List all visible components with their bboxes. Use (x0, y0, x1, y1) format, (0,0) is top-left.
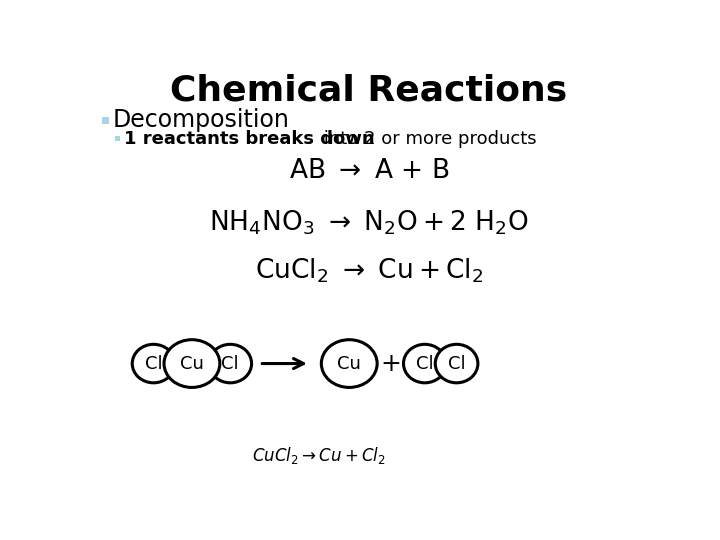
Text: Cl: Cl (448, 355, 465, 373)
Text: Cl: Cl (222, 355, 239, 373)
Text: $CuCl_2 \rightarrow Cu + Cl_2$: $CuCl_2 \rightarrow Cu + Cl_2$ (252, 445, 385, 465)
Text: Cu: Cu (337, 355, 361, 373)
FancyBboxPatch shape (102, 117, 109, 124)
Text: $\mathrm{NH_4NO_3}$ $\rightarrow$ $\mathrm{N_2O + 2\ H_2O}$: $\mathrm{NH_4NO_3}$ $\rightarrow$ $\math… (210, 208, 528, 237)
Text: 1 reactants breaks down: 1 reactants breaks down (124, 130, 374, 148)
Ellipse shape (164, 340, 220, 387)
Ellipse shape (436, 345, 478, 383)
Text: $\mathrm{CuCl_2}$ $\rightarrow$ $\mathrm{Cu + Cl_2}$: $\mathrm{CuCl_2}$ $\rightarrow$ $\mathrm… (255, 257, 483, 286)
Ellipse shape (403, 345, 446, 383)
Ellipse shape (209, 345, 251, 383)
Text: Cu: Cu (180, 355, 204, 373)
Ellipse shape (321, 340, 377, 387)
Text: Chemical Reactions: Chemical Reactions (171, 74, 567, 108)
Text: Cl: Cl (145, 355, 163, 373)
Text: +: + (381, 352, 402, 375)
Text: Decomposition: Decomposition (112, 108, 289, 132)
Text: Cl: Cl (416, 355, 433, 373)
Ellipse shape (132, 345, 175, 383)
Text: AB $\rightarrow$ A + B: AB $\rightarrow$ A + B (289, 158, 449, 184)
Text: into 2 or more products: into 2 or more products (318, 130, 537, 148)
FancyBboxPatch shape (114, 136, 120, 141)
